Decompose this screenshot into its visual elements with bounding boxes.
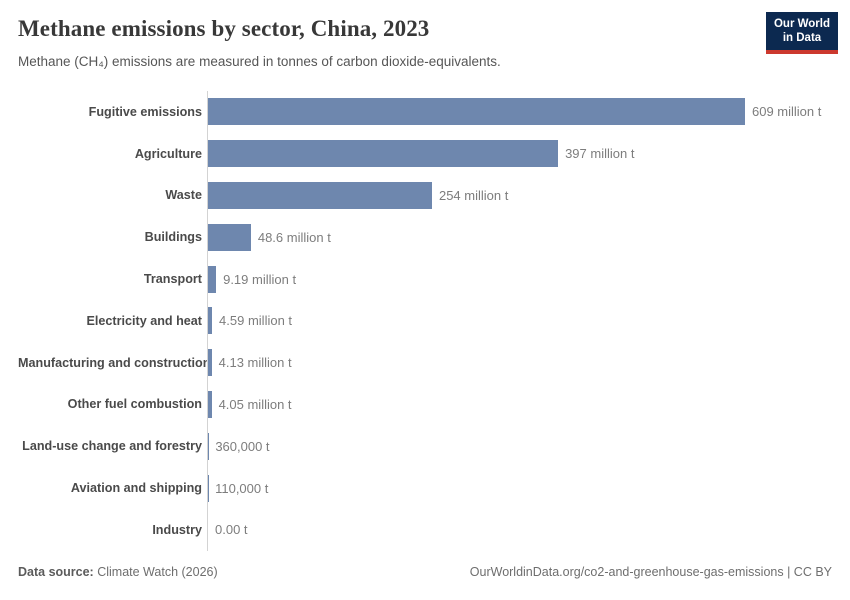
bar[interactable] xyxy=(208,223,251,251)
data-source-label: Data source: xyxy=(18,565,94,579)
owid-logo-line1: Our World xyxy=(773,18,830,30)
category-label: Manufacturing and construction xyxy=(18,355,211,370)
data-source: Data source: Climate Watch (2026) xyxy=(18,565,218,579)
bar-track: 254 million t xyxy=(207,174,832,217)
bar[interactable] xyxy=(208,390,212,418)
bar-row: Manufacturing and construction 4.13 milli… xyxy=(18,341,832,384)
bar[interactable] xyxy=(208,349,212,377)
value-label: 397 million t xyxy=(565,146,635,162)
bar-track: 4.05 million t xyxy=(207,383,832,426)
value-label: 360,000 t xyxy=(215,438,270,454)
value-label: 0.00 t xyxy=(215,522,248,538)
bar-track: 110,000 t xyxy=(207,467,832,509)
category-label: Agriculture xyxy=(134,146,202,161)
bar-row: Land-use change and forestry 360,000 t xyxy=(18,425,832,468)
owid-logo: Our World in Data xyxy=(766,12,838,54)
bar-row: Agriculture 397 million t xyxy=(18,132,832,175)
category-label: Transport xyxy=(143,272,202,287)
bar-row: Waste 254 million t xyxy=(18,174,832,217)
value-label: 609 million t xyxy=(752,104,822,120)
chart-subtitle: Methane (CH₄) emissions are measured in … xyxy=(18,54,501,69)
category-label: Electricity and heat xyxy=(86,313,202,328)
bar[interactable] xyxy=(208,307,213,335)
category-label: Industry xyxy=(152,522,202,537)
value-label: 4.05 million t xyxy=(218,396,292,412)
value-label: 9.19 million t xyxy=(223,271,297,287)
category-label: Aviation and shipping xyxy=(70,481,202,496)
value-label: 254 million t xyxy=(438,187,509,203)
chart-footer: Data source: Climate Watch (2026) OurWor… xyxy=(18,565,832,579)
owid-logo-line2: in Data xyxy=(782,32,822,44)
bar-track: 9.19 million t xyxy=(207,258,832,300)
bar-row: Electricity and heat 4.59 million t xyxy=(18,299,832,342)
bar[interactable] xyxy=(208,265,217,293)
bar-track: 0.00 t xyxy=(207,508,832,551)
category-label: Other fuel combustion xyxy=(67,397,202,412)
bar-chart: Fugitive emissions 609 million t Agricultu… xyxy=(18,91,832,551)
chart-title: Methane emissions by sector, China, 2023 xyxy=(18,16,430,41)
bar-track: 397 million t xyxy=(207,132,832,175)
bar[interactable] xyxy=(208,181,432,209)
bar[interactable] xyxy=(208,98,745,126)
bar-track: 4.59 million t xyxy=(207,299,832,342)
bar-track: 4.13 million t xyxy=(207,341,832,384)
footer-link[interactable]: OurWorldinData.org/co2-and-greenhouse-ga… xyxy=(469,565,832,579)
bar[interactable] xyxy=(208,140,559,168)
category-label: Waste xyxy=(165,188,202,203)
bar-track: 609 million t xyxy=(207,91,832,133)
value-label: 4.13 million t xyxy=(218,355,292,371)
bar-row: Industry 0.00 t xyxy=(18,508,832,551)
bar-row: Other fuel combustion 4.05 million t xyxy=(18,383,832,426)
bar-row: Buildings 48.6 million t xyxy=(18,216,832,259)
value-label: 48.6 million t xyxy=(257,229,331,245)
value-label: 110,000 t xyxy=(215,480,269,496)
category-label: Fugitive emissions xyxy=(88,104,202,119)
bar-row: Fugitive emissions 609 million t xyxy=(18,91,832,133)
bar-row: Aviation and shipping 110,000 t xyxy=(18,467,832,509)
data-source-value: Climate Watch (2026) xyxy=(97,565,218,579)
category-label: Land-use change and forestry xyxy=(22,439,202,454)
bar-track: 48.6 million t xyxy=(207,216,832,259)
bar-row: Transport 9.19 million t xyxy=(18,258,832,300)
value-label: 4.59 million t xyxy=(219,313,293,329)
category-label: Buildings xyxy=(144,230,202,245)
bar-track: 360,000 t xyxy=(207,425,832,468)
